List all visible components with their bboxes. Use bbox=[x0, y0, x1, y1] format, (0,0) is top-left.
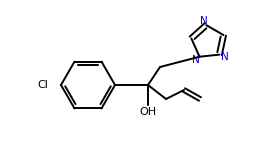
Text: N: N bbox=[200, 16, 208, 26]
Text: N: N bbox=[192, 55, 199, 65]
Text: OH: OH bbox=[139, 107, 157, 117]
Text: N: N bbox=[221, 52, 228, 62]
Text: Cl: Cl bbox=[37, 80, 48, 90]
